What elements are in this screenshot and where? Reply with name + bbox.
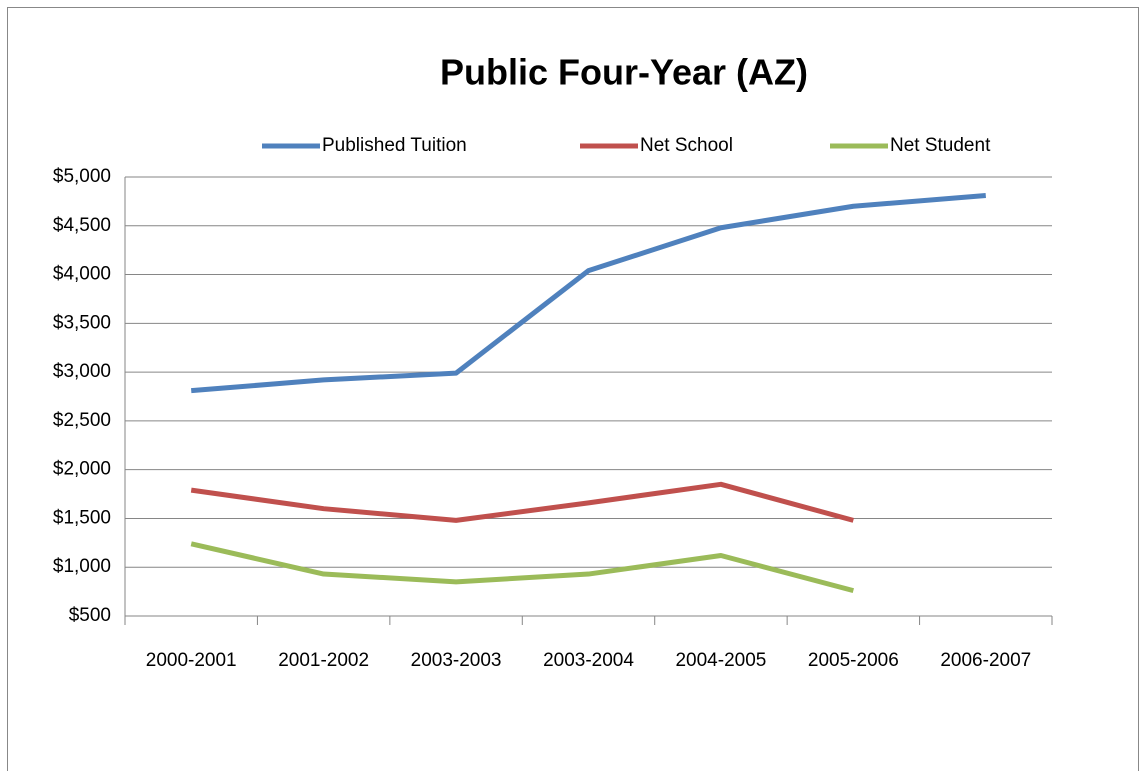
y-tick-label: $3,000 xyxy=(53,361,111,382)
legend-label: Net Student xyxy=(890,135,991,156)
chart-title: Public Four-Year (AZ) xyxy=(440,52,808,93)
x-tick-label: 2006-2007 xyxy=(940,650,1031,671)
series-line xyxy=(191,193,986,394)
x-tick-label: 2005-2006 xyxy=(808,650,899,671)
y-tick-label: $4,000 xyxy=(53,264,111,285)
x-tick-label: 2001-2002 xyxy=(278,650,369,671)
x-tick-label: 2003-2004 xyxy=(543,650,634,671)
x-tick-label: 2004-2005 xyxy=(675,650,766,671)
legend-label: Net School xyxy=(640,135,733,156)
y-tick-label: $2,500 xyxy=(53,410,111,431)
y-tick-label: $1,000 xyxy=(53,556,111,577)
x-tick-label: 2003-2003 xyxy=(411,650,502,671)
y-tick-label: $2,000 xyxy=(53,459,111,480)
series-line xyxy=(190,481,855,523)
x-tick-label: 2000-2001 xyxy=(146,650,237,671)
y-tick-label: $5,000 xyxy=(53,166,111,187)
series-line xyxy=(190,541,854,594)
legend-label: Published Tuition xyxy=(322,135,467,156)
y-tick-label: $1,500 xyxy=(53,507,111,528)
y-tick-label: $500 xyxy=(69,605,111,626)
y-tick-label: $3,500 xyxy=(53,312,111,333)
y-tick-label: $4,500 xyxy=(53,215,111,236)
